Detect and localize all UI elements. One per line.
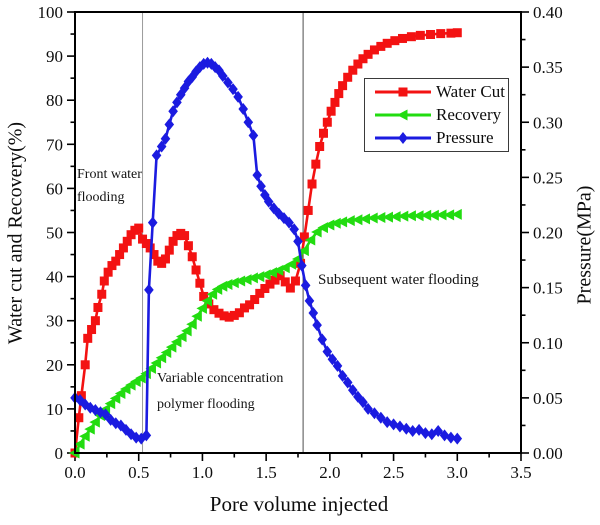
svg-text:2.5: 2.5	[383, 463, 404, 482]
annotation-variable-concentration-polymer-flooding: Variable concentration polymer flooding	[157, 371, 284, 412]
svg-text:0.20: 0.20	[533, 224, 563, 243]
svg-text:20: 20	[46, 356, 63, 375]
svg-text:40: 40	[46, 268, 63, 287]
svg-text:0.00: 0.00	[533, 444, 563, 463]
legend: Water Cut Recovery Pressure	[364, 78, 509, 152]
right-axis-title: Pressure(MPa)	[573, 185, 596, 305]
svg-text:80: 80	[46, 91, 63, 110]
svg-text:0.10: 0.10	[533, 334, 563, 353]
legend-label-water-cut: Water Cut	[436, 82, 505, 102]
svg-text:3.0: 3.0	[447, 463, 468, 482]
svg-text:10: 10	[46, 400, 63, 419]
svg-text:0.25: 0.25	[533, 168, 563, 187]
svg-text:0.15: 0.15	[533, 279, 563, 298]
svg-text:50: 50	[46, 224, 63, 243]
svg-text:0.0: 0.0	[64, 463, 85, 482]
legend-item-pressure: Pressure	[373, 127, 508, 149]
svg-text:30: 30	[46, 312, 63, 331]
left-axis-title: Water cut and Recovery(%)	[4, 121, 27, 345]
legend-item-recovery: Recovery	[373, 104, 508, 126]
svg-text:1.5: 1.5	[256, 463, 277, 482]
svg-text:60: 60	[46, 179, 63, 198]
recovery-line-marker-icon	[375, 109, 431, 121]
legend-label-recovery: Recovery	[436, 104, 502, 124]
svg-text:0.30: 0.30	[533, 113, 563, 132]
svg-text:100: 100	[38, 3, 64, 22]
svg-text:0.05: 0.05	[533, 389, 563, 408]
svg-text:2.0: 2.0	[319, 463, 340, 482]
svg-text:3.5: 3.5	[510, 463, 531, 482]
annotation-front-water-flooding: Front water flooding	[77, 167, 142, 205]
svg-text:1.0: 1.0	[192, 463, 213, 482]
x-axis-title: Pore volume injected	[209, 492, 389, 516]
water-cut-line-marker-icon	[375, 87, 431, 97]
svg-text:0.40: 0.40	[533, 3, 563, 22]
pressure-line-marker-icon	[375, 131, 431, 144]
svg-text:0: 0	[55, 444, 64, 463]
annotation-subsequent-water-flooding: Subsequent water flooding	[318, 272, 479, 288]
svg-text:0.35: 0.35	[533, 58, 563, 77]
svg-text:90: 90	[46, 47, 63, 66]
legend-label-pressure: Pressure	[436, 127, 494, 147]
legend-item-water-cut: Water Cut	[373, 81, 508, 103]
svg-text:0.5: 0.5	[128, 463, 149, 482]
svg-text:70: 70	[46, 135, 63, 154]
